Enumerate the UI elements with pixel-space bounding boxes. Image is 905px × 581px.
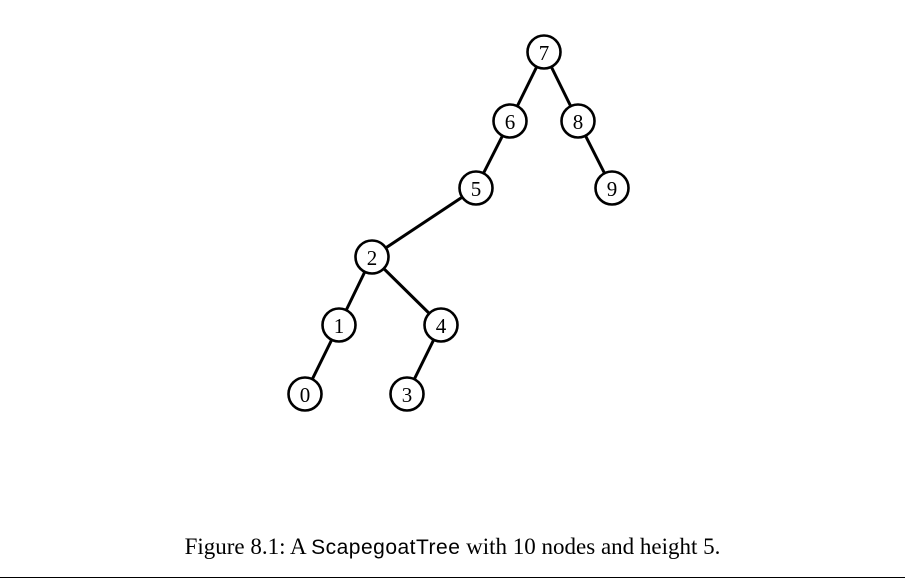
node-label: 4 <box>436 314 447 338</box>
tree-node-6: 6 <box>492 103 528 139</box>
node-circle <box>492 103 528 139</box>
node-label: 7 <box>539 41 550 65</box>
tree-node-8: 8 <box>560 103 596 139</box>
tree-nodes: 7 6 8 5 9 2 1 4 0 3 <box>287 34 630 412</box>
node-label: 5 <box>471 177 482 201</box>
tree-node-2: 2 <box>354 239 390 275</box>
node-label: 2 <box>367 246 378 270</box>
bottom-divider <box>0 577 905 578</box>
scapegoat-tree-diagram: 7 6 8 5 9 2 1 4 0 3 <box>287 34 630 412</box>
node-circle <box>560 103 596 139</box>
tree-node-9: 9 <box>594 170 630 206</box>
node-label: 8 <box>573 110 584 134</box>
caption-prefix: Figure 8.1: A <box>184 534 312 559</box>
node-label: 1 <box>334 314 345 338</box>
edge-5-2 <box>370 186 478 259</box>
node-circle <box>423 307 459 343</box>
node-circle <box>389 376 425 412</box>
caption-suffix: with 10 nodes and height 5. <box>460 534 721 559</box>
tree-edges <box>303 50 614 396</box>
caption-class-name: ScapegoatTree <box>311 536 461 559</box>
figure-caption: Figure 8.1: A ScapegoatTree with 10 node… <box>0 534 905 560</box>
tree-node-0: 0 <box>287 376 323 412</box>
node-circle <box>321 307 357 343</box>
tree-node-5: 5 <box>458 170 494 206</box>
node-label: 3 <box>402 383 413 407</box>
node-label: 9 <box>607 177 618 201</box>
tree-node-4: 4 <box>423 307 459 343</box>
node-circle <box>526 34 562 70</box>
tree-node-3: 3 <box>389 376 425 412</box>
node-circle <box>287 376 323 412</box>
node-circle <box>594 170 630 206</box>
node-circle <box>458 170 494 206</box>
node-label: 0 <box>300 383 311 407</box>
tree-node-1: 1 <box>321 307 357 343</box>
node-label: 6 <box>505 110 516 134</box>
node-circle <box>354 239 390 275</box>
tree-node-7: 7 <box>526 34 562 70</box>
